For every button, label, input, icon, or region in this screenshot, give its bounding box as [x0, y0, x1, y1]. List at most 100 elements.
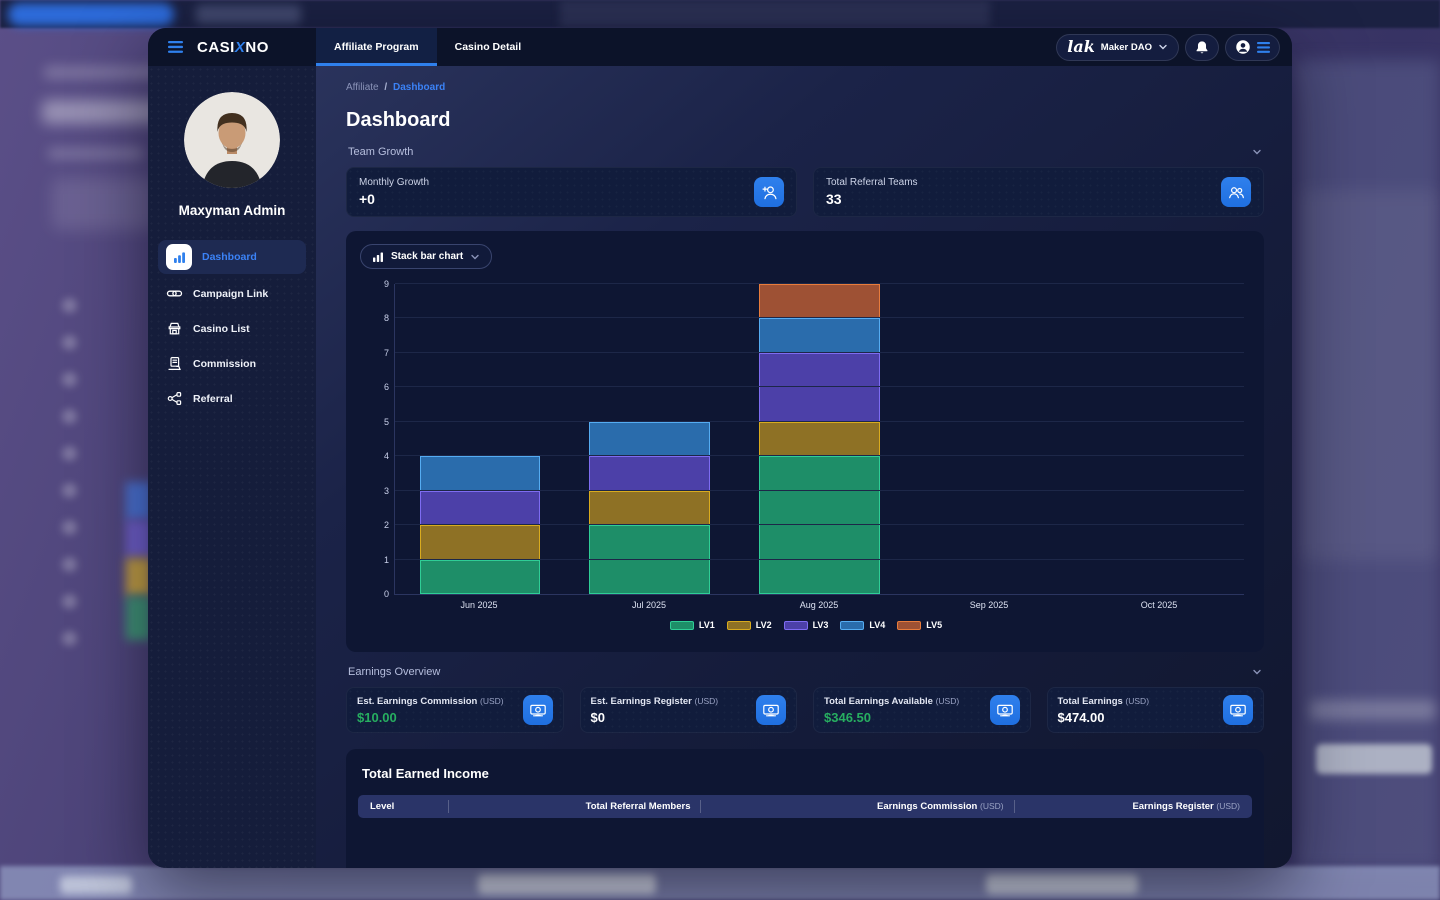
- sidebar-item-dashboard[interactable]: Dashboard: [158, 240, 306, 274]
- bar-segment-lv3[interactable]: [759, 352, 880, 422]
- main-content: Affiliate / Dashboard Dashboard Team Gro…: [316, 66, 1292, 868]
- y-axis-tick: 4: [383, 451, 389, 462]
- legend-swatch: [783, 620, 808, 630]
- bar-segment-lv3[interactable]: [419, 490, 541, 526]
- bar-segment-lv4[interactable]: [419, 456, 541, 491]
- team-growth-header: Team Growth: [348, 146, 1262, 158]
- avatar[interactable]: [184, 92, 280, 188]
- chart-gridline: [395, 386, 1244, 388]
- bar-segment-lv1[interactable]: [589, 525, 710, 594]
- sidebar-item-label: Campaign Link: [193, 287, 269, 300]
- chart-legend: LV1 LV2 LV3 LV4 LV5: [368, 620, 1244, 630]
- legend-swatch: [669, 620, 694, 630]
- background-right-column: [1300, 190, 1440, 560]
- tab-affiliate-program[interactable]: Affiliate Program: [316, 28, 437, 66]
- stacked-bar[interactable]: [589, 284, 710, 594]
- background-bottom-strip: [0, 866, 1440, 900]
- chart-gridline: [395, 283, 1244, 284]
- earnings-value: $474.00: [1057, 709, 1105, 725]
- org-switcher[interactable]: lak Maker DAO: [1056, 33, 1179, 61]
- user-name: Maxyman Admin: [178, 203, 286, 218]
- legend-item-lv4[interactable]: LV4: [840, 620, 885, 630]
- background-dot: [62, 298, 77, 313]
- breadcrumb: Affiliate / Dashboard: [346, 82, 1264, 93]
- navbar-actions: lak Maker DAO: [1056, 28, 1292, 66]
- cash-icon[interactable]: [522, 695, 553, 725]
- breadcrumb-current: Dashboard: [392, 82, 446, 93]
- tab-casino-detail[interactable]: Casino Detail: [454, 41, 522, 53]
- total-referral-teams-card: Total Referral Teams 33: [813, 167, 1264, 217]
- user-icon: [1236, 40, 1250, 54]
- stacked-bar[interactable]: [929, 284, 1050, 594]
- stacked-bar[interactable]: [759, 284, 880, 594]
- background-text-blur: [48, 148, 144, 159]
- earnings-label: Total Earnings (USD): [1057, 695, 1150, 707]
- sidebar-item-campaign-link[interactable]: Campaign Link: [158, 278, 306, 309]
- chart-plot: 0 1 2 3 4 5 6 7 8 9: [384, 279, 1244, 599]
- table-header-row: Level Total Referral Members Earnings Co…: [358, 795, 1252, 818]
- cash-icon[interactable]: [989, 695, 1020, 725]
- legend-swatch: [726, 620, 751, 630]
- legend-item-lv2[interactable]: LV2: [726, 620, 772, 630]
- earnings-label: Est. Earnings Register (USD): [590, 695, 719, 707]
- team-growth-cards: Monthly Growth +0 Total Referral Teams: [346, 167, 1264, 217]
- stat-label: Monthly Growth: [359, 177, 430, 188]
- legend-item-lv5[interactable]: LV5: [897, 620, 942, 630]
- bar-segment-lv1[interactable]: [419, 559, 541, 594]
- person-add-icon[interactable]: [754, 177, 784, 207]
- legend-item-lv1[interactable]: LV1: [669, 620, 715, 630]
- chart-gridline: [395, 455, 1244, 457]
- top-navbar: CASIXNO Affiliate Program Casino Detail …: [148, 28, 1292, 66]
- breadcrumb-parent[interactable]: Affiliate: [346, 82, 379, 93]
- legend-item-lv3[interactable]: LV3: [783, 620, 828, 630]
- section-title: Earnings Overview: [348, 666, 441, 678]
- bar-segment-lv2[interactable]: [589, 490, 710, 526]
- navbar-tabs: Affiliate Program Casino Detail: [316, 28, 539, 66]
- bar-segment-lv5[interactable]: [759, 284, 880, 319]
- share-network-icon: [166, 390, 183, 407]
- background-dot: [62, 409, 77, 424]
- y-axis-tick: 8: [383, 313, 389, 324]
- bar-segment-lv2[interactable]: [419, 525, 541, 560]
- page-title: Dashboard: [346, 109, 451, 131]
- chart-category-slot: [1074, 284, 1244, 594]
- sidebar-item-label: Referral: [193, 392, 233, 405]
- table-title: Total Earned Income: [362, 766, 489, 781]
- bar-segment-lv2[interactable]: [759, 421, 880, 457]
- sidebar-item-commission[interactable]: Commission: [158, 348, 306, 379]
- chevron-down-icon[interactable]: [1252, 667, 1262, 677]
- background-dot: [62, 483, 77, 498]
- background-topbar-blur: [560, 0, 990, 28]
- notifications-button[interactable]: [1185, 33, 1219, 61]
- bar-segment-lv4[interactable]: [589, 421, 710, 457]
- sidebar-item-label: Casino List: [193, 322, 250, 335]
- y-axis-tick: 2: [383, 520, 389, 531]
- section-title: Team Growth: [348, 146, 414, 158]
- chart-type-select[interactable]: Stack bar chart: [360, 244, 493, 269]
- earnings-label: Total Earnings Available (USD): [824, 695, 960, 707]
- sidebar-item-referral[interactable]: Referral: [158, 383, 306, 414]
- y-axis-tick: 7: [383, 347, 389, 358]
- chart-gridline: [395, 420, 1244, 422]
- menu-toggle-icon[interactable]: [168, 41, 183, 53]
- sidebar-item-label: Commission: [193, 357, 257, 370]
- chevron-down-icon[interactable]: [1252, 147, 1262, 157]
- bar-segment-lv4[interactable]: [759, 318, 880, 353]
- stacked-bar[interactable]: [1099, 284, 1220, 594]
- legend-label: LV2: [755, 620, 772, 630]
- stacked-bar[interactable]: [419, 284, 541, 594]
- cash-icon[interactable]: [1223, 695, 1253, 725]
- background-text-blur: [1310, 700, 1436, 720]
- background-top-strip: [0, 0, 1440, 28]
- people-group-icon[interactable]: [1221, 177, 1251, 207]
- chart-gridline: [395, 524, 1244, 526]
- y-axis-tick: 9: [383, 279, 389, 289]
- sidebar-item-casino-list[interactable]: Casino List: [158, 313, 306, 344]
- bar-segment-lv3[interactable]: [589, 456, 710, 491]
- breadcrumb-separator: /: [384, 82, 388, 93]
- cash-icon[interactable]: [756, 695, 786, 725]
- account-menu[interactable]: [1225, 33, 1280, 61]
- bell-icon: [1196, 40, 1208, 53]
- earnings-card: Total Earnings (USD) $474.00: [1046, 687, 1264, 733]
- sidebar: Maxyman Admin Dashboard Campaign Link: [148, 66, 316, 868]
